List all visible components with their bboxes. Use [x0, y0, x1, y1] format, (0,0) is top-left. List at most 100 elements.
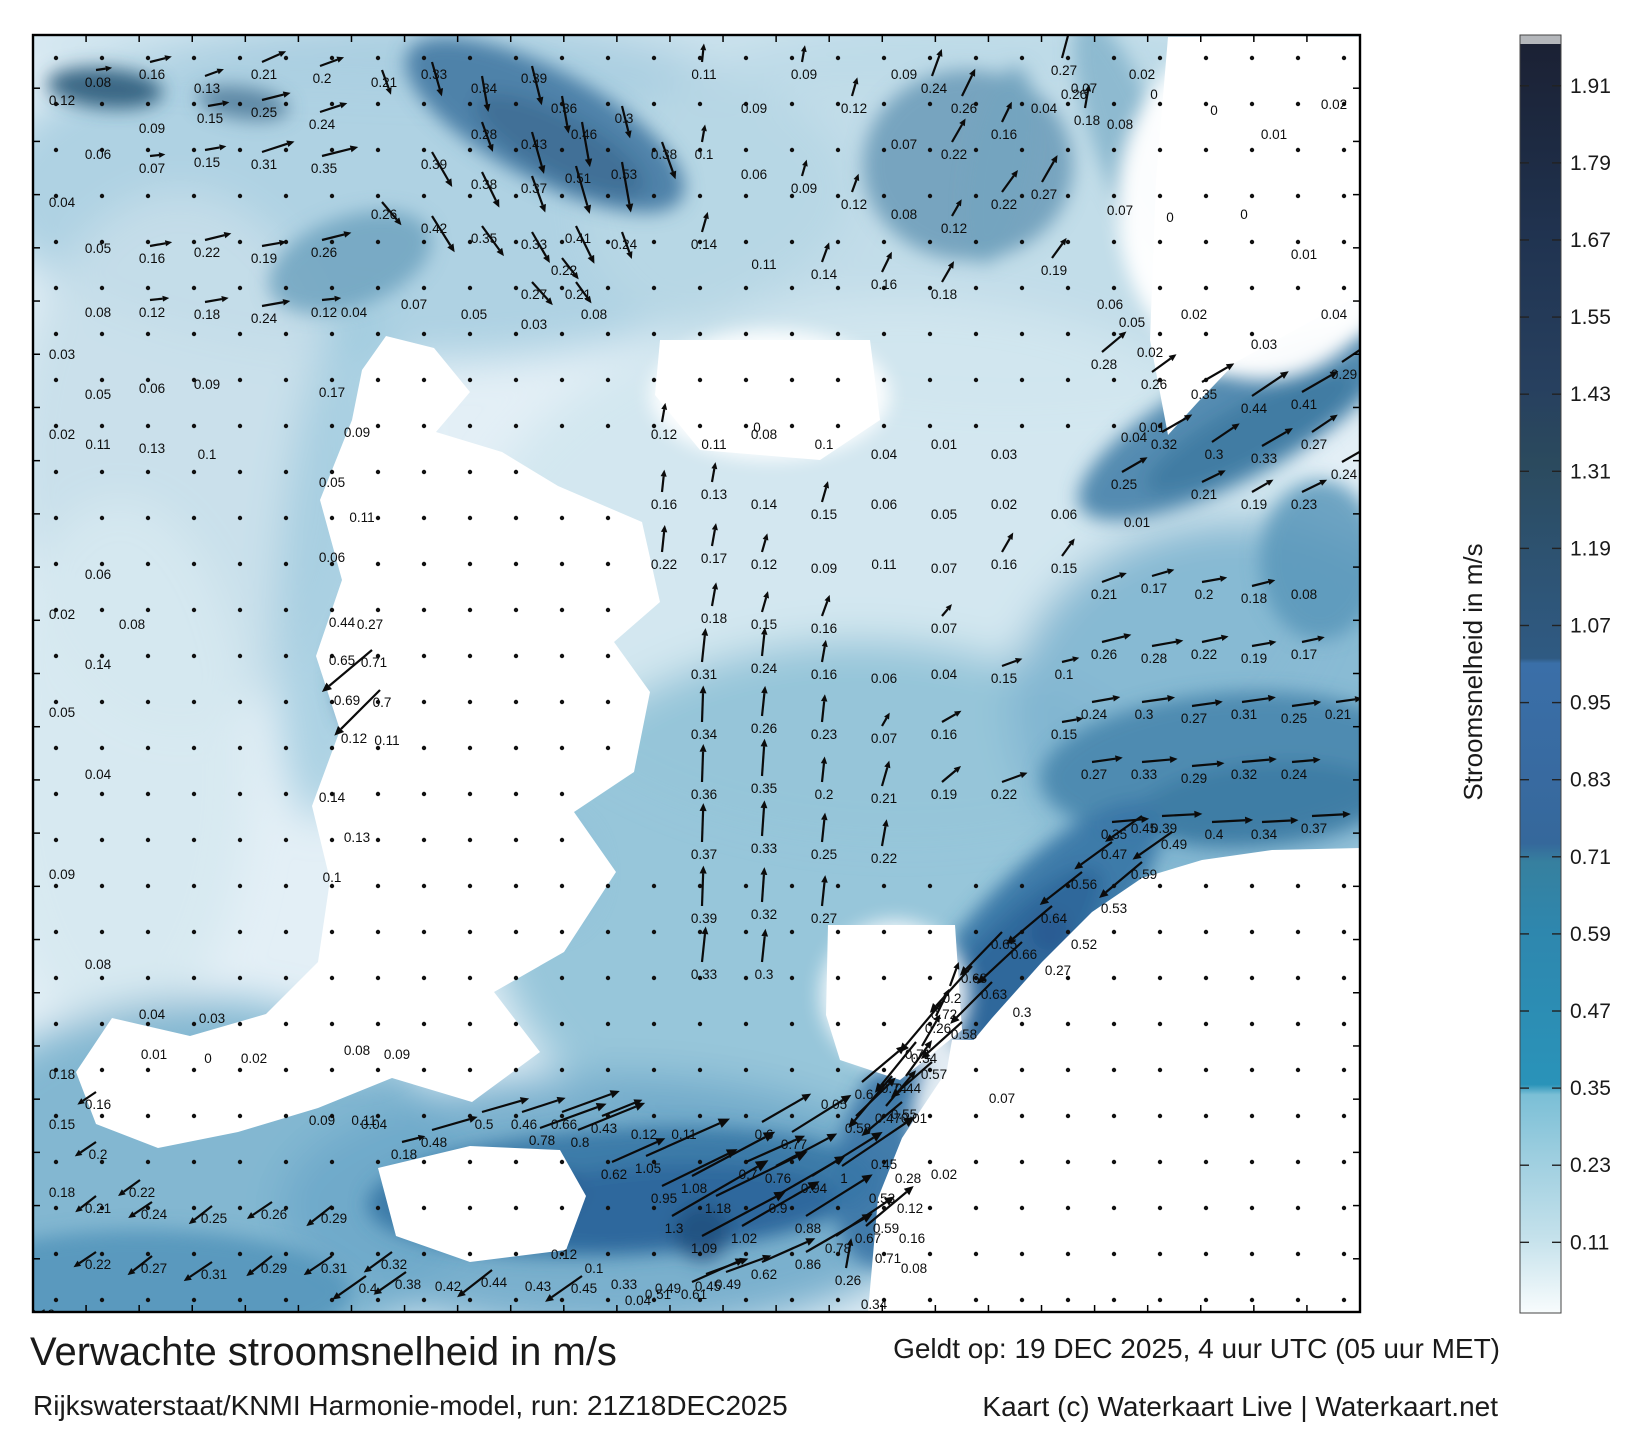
grid-dot	[605, 147, 611, 153]
flow-arrow	[261, 51, 287, 64]
current-speed-shading	[1260, 480, 1360, 640]
grid-dot	[513, 1021, 519, 1027]
current-value-label: 0.78	[529, 1133, 555, 1148]
current-speed-shading	[1145, 369, 1359, 495]
grid-dot	[973, 193, 979, 199]
flow-arrow	[1291, 756, 1321, 764]
current-speed-shading	[1137, 761, 1360, 849]
grid-dot	[467, 1067, 473, 1073]
grid-dot	[191, 1205, 197, 1211]
current-value-label: 0.16	[651, 497, 677, 512]
grid-dot	[53, 469, 59, 475]
grid-dot	[651, 883, 657, 889]
grid-dot	[651, 1251, 657, 1257]
grid-dot	[697, 1205, 703, 1211]
colorbar-tick-label: 0.71	[1570, 846, 1611, 869]
flow-arrow	[811, 1131, 883, 1177]
grid-dot	[881, 1067, 887, 1073]
current-value-label: 0.32	[1151, 437, 1177, 452]
flow-arrow	[948, 961, 960, 987]
grid-dot	[559, 653, 565, 659]
grid-dot	[53, 1205, 59, 1211]
current-value-label: 0.49	[655, 1281, 681, 1296]
grid-dot	[421, 837, 427, 843]
current-value-label: 0.04	[1121, 430, 1148, 445]
current-value-label: 0.01	[931, 437, 957, 452]
grid-dot	[651, 331, 657, 337]
grid-dot	[1019, 1251, 1025, 1257]
grid-dot	[1249, 975, 1255, 981]
grid-dot	[559, 331, 565, 337]
grid-dot	[605, 377, 611, 383]
grid-dot	[421, 929, 427, 935]
current-value-label: 0.11	[351, 1113, 376, 1128]
flow-arrow	[73, 1251, 97, 1268]
grid-dot	[145, 883, 151, 889]
grid-dot	[697, 285, 703, 291]
current-value-label: 0.56	[1071, 877, 1097, 892]
grid-dot	[191, 1251, 197, 1257]
grid-dot	[881, 193, 887, 199]
grid-dot	[375, 653, 381, 659]
grid-dot	[605, 1067, 611, 1073]
flow-arrow	[961, 68, 976, 97]
current-value-label: 0.27	[811, 911, 837, 926]
grid-dot	[1065, 1251, 1071, 1257]
grid-dot	[1203, 193, 1209, 199]
grid-dot	[651, 1159, 657, 1165]
grid-dot	[789, 55, 795, 61]
grid-dot	[1249, 193, 1255, 199]
grid-dot	[53, 837, 59, 843]
grid-dot	[1341, 1113, 1347, 1119]
grid-dot	[375, 607, 381, 613]
flow-arrow	[481, 225, 504, 257]
grid-dot	[1203, 1205, 1209, 1211]
current-value-label: 0.21	[1191, 487, 1217, 502]
flow-arrow	[620, 161, 634, 213]
grid-dot	[697, 1297, 703, 1303]
current-value-label: 0.6	[855, 1087, 874, 1102]
grid-dot	[513, 285, 519, 291]
grid-dot	[789, 883, 795, 889]
colorbar-tick-label: 0.95	[1570, 692, 1611, 715]
current-value-label: 0.41	[565, 231, 591, 246]
grid-dot	[145, 331, 151, 337]
current-value-label: 0.58	[951, 1027, 977, 1042]
grid-dot	[513, 1297, 519, 1303]
grid-dot	[191, 791, 197, 797]
grid-dot	[1065, 1113, 1071, 1119]
current-value-label: 0.26	[1061, 87, 1087, 102]
current-value-label: 0.07	[989, 1091, 1015, 1106]
grid-dot	[697, 193, 703, 199]
grid-dot	[237, 239, 243, 245]
flow-arrow	[699, 685, 707, 723]
current-value-label: 0.67	[855, 1231, 881, 1246]
grid-dot	[605, 883, 611, 889]
flow-arrow	[1201, 634, 1229, 644]
grid-dot	[1341, 239, 1347, 245]
flow-arrow	[1241, 756, 1277, 764]
grid-dot	[697, 883, 703, 889]
grid-dot	[53, 1297, 59, 1303]
grid-dot	[1295, 1205, 1301, 1211]
current-value-label: 0.12	[311, 305, 337, 320]
current-value-label: 0.45	[695, 1279, 721, 1294]
grid-dot	[53, 193, 59, 199]
current-value-label: 0.86	[795, 1257, 821, 1272]
grid-dot	[283, 607, 289, 613]
current-value-label: 0.43	[591, 1121, 617, 1136]
grid-dot	[1111, 1067, 1117, 1073]
grid-dot	[881, 1021, 887, 1027]
grid-dot	[697, 331, 703, 337]
grid-dot	[789, 1021, 795, 1027]
flow-arrow	[1161, 810, 1203, 818]
current-value-label: 0.1	[1055, 667, 1074, 682]
current-value-label: 0.88	[795, 1221, 821, 1236]
flow-arrow	[1001, 658, 1023, 668]
current-value-label: 0.22	[991, 197, 1017, 212]
grid-dot	[835, 101, 841, 107]
current-value-label: 0.24	[251, 311, 278, 326]
grid-dot	[513, 469, 519, 475]
grid-dot	[375, 1113, 381, 1119]
